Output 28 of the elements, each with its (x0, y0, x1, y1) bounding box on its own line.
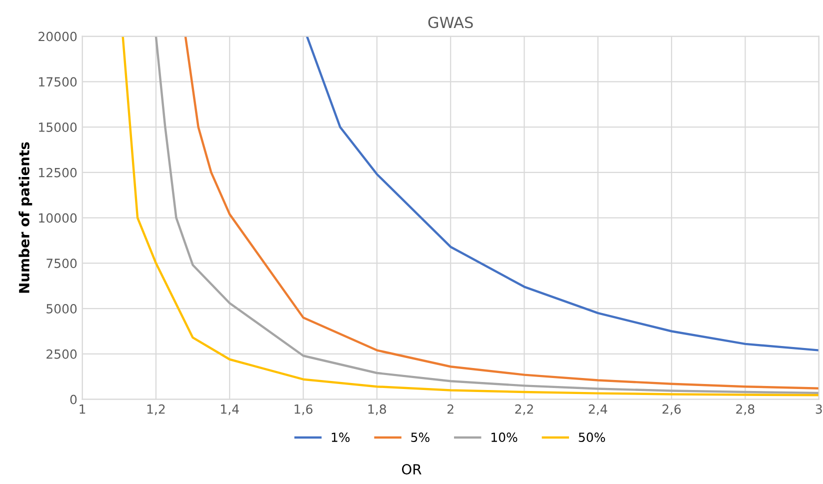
y-tick-label: 20000 (38, 32, 77, 42)
x-tick-label: 2,6 (662, 404, 681, 416)
y-tick-label: 15000 (39, 122, 77, 132)
y-tick-label: 17500 (39, 77, 77, 87)
x-tick-label: 1,6 (294, 404, 312, 416)
x-tick-label: 2 (448, 404, 454, 414)
y-tick-label: 5000 (46, 304, 77, 314)
x-tick-label: 2,2 (515, 404, 533, 416)
x-tick-label: 2,8 (736, 404, 754, 416)
y-axis-title: Number of patients (18, 142, 32, 293)
legend-label: 1% (332, 432, 350, 442)
chart-title: GWAS (428, 16, 473, 28)
x-axis-title: OR (402, 464, 422, 475)
x-tick-label: 1,4 (221, 404, 239, 416)
x-tick-label: 1 (80, 404, 86, 414)
y-tick-label: 0 (70, 394, 77, 404)
x-tick-label: 1,2 (147, 404, 165, 416)
x-tick-label: 3 (816, 404, 822, 414)
legend-label: 50% (578, 432, 606, 442)
y-tick-label: 2500 (46, 349, 77, 359)
x-tick-label: 1,8 (368, 404, 386, 416)
y-tick-label: 10000 (39, 213, 77, 223)
y-tick-label: 7500 (46, 258, 77, 268)
x-tick-label: 2,4 (588, 404, 608, 416)
legend-label: 5% (411, 432, 430, 442)
y-tick-label: 12500 (39, 168, 77, 178)
line-series (306, 36, 819, 352)
legend-label: 10% (492, 432, 518, 442)
